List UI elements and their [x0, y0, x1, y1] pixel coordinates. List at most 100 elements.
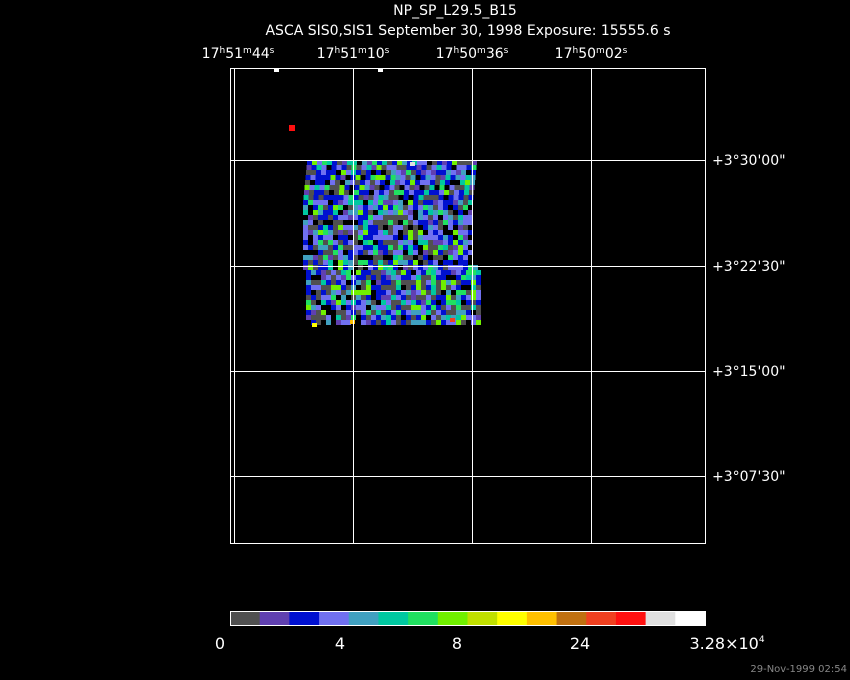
pixel [451, 315, 456, 320]
pixel [451, 270, 456, 275]
pixel [456, 290, 461, 295]
pixel [476, 280, 481, 285]
pixel [423, 220, 428, 225]
pixel [341, 285, 346, 290]
pixel [471, 300, 476, 305]
pixel [446, 270, 451, 275]
pixel [338, 200, 343, 205]
pixel [451, 295, 456, 300]
pixel [441, 270, 446, 275]
pixel [436, 170, 441, 175]
pixel [391, 300, 396, 305]
pixel [463, 225, 468, 230]
pixel [406, 320, 411, 325]
pixel [468, 220, 473, 225]
colorbar-label: 4 [335, 634, 345, 653]
pixel [383, 210, 388, 215]
pixel [374, 185, 380, 190]
timestamp: 29-Nov-1999 02:54 [750, 664, 847, 675]
pixel [380, 175, 386, 180]
pixel [310, 175, 316, 180]
pixel [430, 180, 435, 185]
pixel [398, 210, 403, 215]
pixel [316, 170, 321, 175]
pixel [378, 260, 383, 265]
pixel [471, 315, 476, 320]
pixel [396, 290, 401, 295]
pixel [306, 315, 311, 320]
pixel [468, 240, 473, 245]
pixel [332, 160, 337, 165]
pixel [398, 240, 403, 245]
pixel [416, 320, 421, 325]
pixel [368, 205, 373, 210]
pixel [356, 270, 361, 275]
ra-label: 17h51m10s [317, 46, 390, 62]
pixel [466, 295, 471, 300]
pixel [392, 160, 397, 165]
pixel [391, 165, 397, 170]
pixel [323, 265, 328, 270]
pixel [408, 255, 413, 260]
pixel [463, 230, 468, 235]
pixel [408, 230, 413, 235]
pixel [384, 185, 390, 190]
pixel [456, 270, 461, 275]
colorbar-swatch [319, 611, 350, 625]
pixel [333, 220, 338, 225]
pixel [388, 260, 393, 265]
pixel [331, 285, 336, 290]
pixel [431, 285, 436, 290]
pixel [433, 240, 438, 245]
pixel [306, 270, 311, 275]
pixel [313, 195, 319, 200]
colorbar-swatch [615, 611, 647, 625]
ra-number: 10 [367, 46, 385, 62]
dec-label: +3°15'00" [712, 364, 786, 380]
pixel [402, 160, 407, 165]
pixel [363, 220, 368, 225]
pixel [383, 245, 388, 250]
pixel [401, 320, 406, 325]
pixel [396, 300, 401, 305]
pixel [388, 200, 393, 205]
pixel [386, 305, 391, 310]
pixel [386, 310, 391, 315]
pixel [443, 250, 448, 255]
pixel [413, 245, 418, 250]
pixel [462, 160, 467, 165]
pixel [461, 320, 466, 325]
pixel [448, 250, 453, 255]
pixel [353, 225, 358, 230]
pixel [396, 320, 401, 325]
pixel [423, 215, 428, 220]
pixel [383, 250, 388, 255]
pixel [378, 205, 383, 210]
pixel [345, 180, 350, 185]
pixel [341, 310, 346, 315]
pixel [448, 235, 453, 240]
pixel [405, 180, 410, 185]
pixel [403, 245, 408, 250]
pixel [318, 235, 323, 240]
pixel [366, 290, 371, 295]
pixel [476, 290, 481, 295]
pixel [398, 250, 403, 255]
pixel [311, 285, 316, 290]
pixel [318, 195, 324, 200]
pixel [328, 265, 333, 270]
pixel [378, 250, 383, 255]
pixel [323, 260, 328, 265]
pixel [395, 180, 400, 185]
pixel [386, 280, 391, 285]
pixel [403, 255, 408, 260]
pixel [431, 290, 436, 295]
pixel [353, 235, 358, 240]
pixel [443, 265, 448, 270]
pixel [316, 285, 321, 290]
pixel [416, 315, 421, 320]
pixel [388, 195, 394, 200]
pixel [303, 230, 308, 235]
pixel [364, 185, 370, 190]
source [289, 125, 295, 131]
